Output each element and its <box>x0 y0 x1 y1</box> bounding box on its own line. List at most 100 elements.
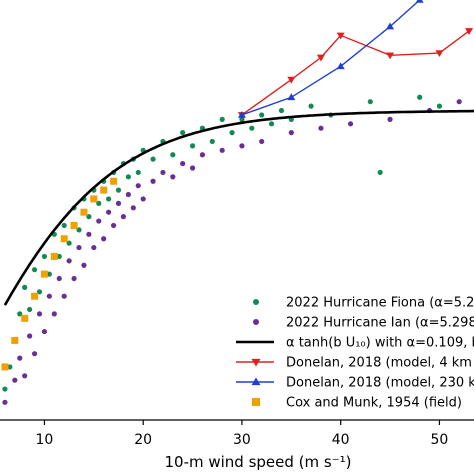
legend-marker <box>253 319 259 325</box>
ian-point <box>387 116 393 122</box>
donelan-4km-marker <box>386 52 395 60</box>
fiona-point <box>36 289 43 295</box>
ian-point <box>22 373 28 379</box>
ian-point <box>259 138 265 145</box>
ian-point <box>66 258 72 264</box>
x-axis-label: 10-m wind speed (m s⁻¹) <box>164 453 351 471</box>
cox-munk-point <box>90 195 98 203</box>
fiona-point <box>96 200 102 206</box>
donelan-4km-marker <box>287 76 296 84</box>
cox-munk-point <box>1 363 9 371</box>
fiona-point <box>170 152 176 158</box>
x-tick-label: 40 <box>332 432 350 448</box>
donelan-4km-marker <box>336 32 345 40</box>
ian-point <box>288 130 294 136</box>
ian-point <box>180 160 186 167</box>
ian-point <box>199 152 206 158</box>
ian-point <box>135 183 141 189</box>
donelan-4km-marker <box>465 28 474 35</box>
model-lines <box>3 0 474 306</box>
ian-point <box>115 200 122 206</box>
ian-point <box>160 169 166 176</box>
fiona-point <box>367 99 373 105</box>
ian-point <box>140 196 146 202</box>
x-tick-label: 20 <box>134 432 152 448</box>
legend-label: Donelan, 2018 (model, 4 km fet... <box>286 356 474 371</box>
ian-point <box>27 333 33 339</box>
fiona-point <box>86 214 92 220</box>
cox-munk-point <box>31 292 39 300</box>
fiona-point <box>308 103 314 109</box>
ian-point <box>76 244 82 251</box>
ian-point <box>36 311 43 317</box>
ian-point <box>130 205 136 211</box>
fiona-point <box>2 386 8 392</box>
ian-point <box>170 174 176 180</box>
fiona-point <box>66 240 72 246</box>
x-tick-label: 10 <box>36 432 54 448</box>
cox-munk-point <box>110 177 118 185</box>
donelan-230km-marker <box>287 93 296 101</box>
x-tick-label: 30 <box>233 432 251 448</box>
donelan-230km-marker <box>386 22 395 30</box>
fiona-point <box>229 130 235 136</box>
fiona-point <box>249 125 255 131</box>
cox-munk-point <box>80 208 88 216</box>
legend-label: α tanh(b U₁₀) with α=0.109, b=... <box>286 336 474 351</box>
fiona-point <box>27 306 33 313</box>
ian-point <box>51 311 57 317</box>
cox-munk-point <box>21 314 29 322</box>
legend-marker <box>251 377 261 386</box>
ian-point <box>106 209 112 215</box>
fit-curve <box>3 109 474 306</box>
axes: 10 20 30 40 50 <box>0 419 474 448</box>
donelan-230km-line <box>241 0 421 116</box>
legend-label: Cox and Munk, 1954 (field) <box>286 396 462 411</box>
donelan-230km-marker <box>336 62 345 70</box>
fiona-point <box>135 169 141 176</box>
legend-marker <box>251 358 261 367</box>
fiona-point <box>150 156 156 162</box>
fiona-point <box>76 227 82 233</box>
ian-point <box>86 231 92 237</box>
legend-marker <box>253 299 259 305</box>
ian-point <box>81 262 87 268</box>
fiona-point <box>259 112 265 118</box>
ian-point <box>91 244 97 251</box>
ian-point <box>239 143 245 149</box>
ian-point <box>125 191 131 198</box>
legend: 2022 Hurricane Fiona (α=5.298, β=... 2022… <box>234 284 474 414</box>
legend-label: Donelan, 2018 (model, 230 km ... <box>286 376 474 391</box>
fiona-point <box>61 222 67 229</box>
cox-munk-point <box>60 235 68 243</box>
fiona-point <box>125 174 131 180</box>
fiona-point <box>56 253 62 260</box>
ian-point <box>61 293 67 299</box>
cox-munk-point <box>70 221 78 229</box>
ian-points <box>2 99 462 405</box>
ian-point <box>219 147 225 153</box>
ian-point <box>347 121 354 127</box>
legend-label: 2022 Hurricane Fiona (α=5.298, β=... <box>286 296 474 311</box>
fiona-point <box>22 284 28 290</box>
fiona-point <box>46 271 52 277</box>
fiona-point <box>7 364 13 370</box>
fiona-point <box>106 196 112 202</box>
ian-point <box>120 214 127 220</box>
legend-marker <box>252 398 260 406</box>
fiona-point <box>417 94 423 100</box>
x-tick-label: 50 <box>431 432 449 448</box>
legend-label: 2022 Hurricane Ian (α=5.298, β... <box>286 316 474 331</box>
fiona-point <box>278 107 285 114</box>
donelan-4km-marker <box>435 50 444 58</box>
fiona-point <box>377 169 383 176</box>
ian-point <box>110 222 117 229</box>
cox-munk-point <box>50 252 58 260</box>
fiona-point <box>115 187 122 193</box>
ian-point <box>31 351 38 357</box>
donelan-230km-marker <box>415 0 424 3</box>
fiona-point <box>180 130 186 136</box>
fiona-point <box>268 121 275 127</box>
fiona-point <box>189 143 196 149</box>
ian-point <box>101 236 107 242</box>
